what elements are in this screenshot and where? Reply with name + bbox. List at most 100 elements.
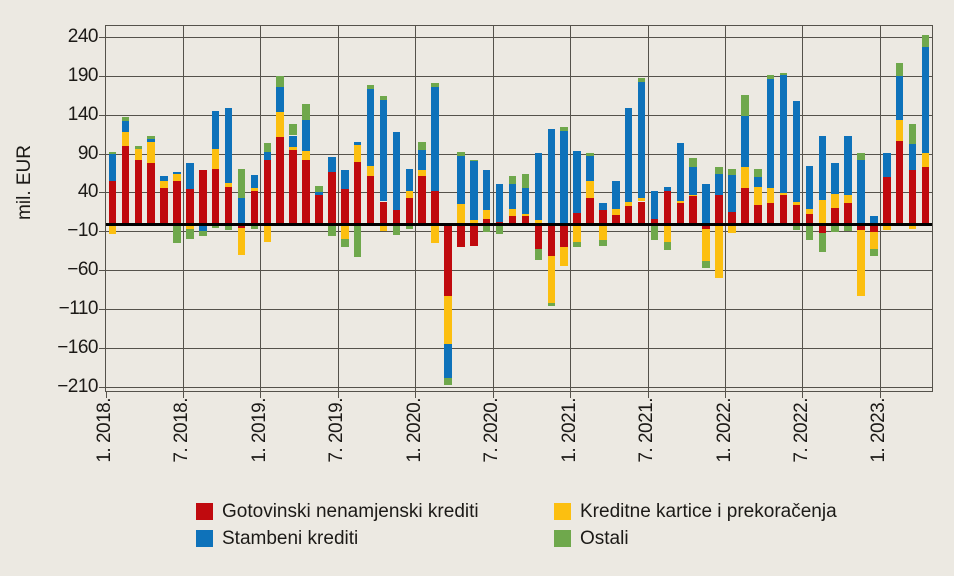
bar-segment <box>792 202 801 205</box>
bar-segment <box>173 180 181 225</box>
bar-segment <box>508 216 517 225</box>
bar-segment <box>921 152 930 167</box>
bar-segment <box>818 199 827 225</box>
bar-segment <box>599 239 607 246</box>
bar-segment <box>921 46 930 153</box>
bar-segment <box>883 224 891 231</box>
bar-segment <box>754 168 762 177</box>
bar-segment <box>650 224 659 241</box>
bar-segment <box>624 206 633 225</box>
bar-segment <box>211 148 220 169</box>
bar-segment <box>741 187 749 225</box>
legend-item-gotovinski: Gotovinski nenamjenski krediti <box>196 502 554 521</box>
bar-segment <box>186 189 194 225</box>
zero-line <box>106 222 932 226</box>
x-tick-label: 7. 2020. <box>481 398 503 463</box>
h-gridline <box>106 308 932 310</box>
bar-segment <box>844 194 852 204</box>
bar-segment <box>586 152 594 157</box>
bar-segment <box>134 146 143 149</box>
bar-segment <box>508 183 517 210</box>
bar-segment <box>482 210 491 219</box>
bar-segment <box>612 214 620 225</box>
x-tick-label: 1. 2018. <box>94 398 115 463</box>
bar-segment <box>792 224 801 231</box>
bar-segment <box>715 166 723 175</box>
bar-segment <box>199 169 207 225</box>
v-gridline <box>260 26 262 391</box>
bar-segment <box>831 163 839 194</box>
y-tick-mark <box>99 308 105 310</box>
bar-segment <box>728 212 736 225</box>
y-tick-mark <box>99 231 105 233</box>
legend-label: Ostali <box>580 528 629 549</box>
bar-segment <box>366 165 375 176</box>
bar-segment <box>470 220 478 225</box>
bar-segment <box>392 210 401 225</box>
bar-segment <box>663 241 672 251</box>
bar-segment <box>199 231 207 236</box>
bar-segment <box>534 224 543 249</box>
bar-segment <box>599 224 607 240</box>
h-gridline <box>106 75 932 77</box>
bar-segment <box>263 143 272 152</box>
bar-segment <box>263 151 272 161</box>
bar-segment <box>715 194 723 225</box>
bar-segment <box>482 224 491 232</box>
bar-segment <box>482 170 491 211</box>
bar-segment <box>766 74 775 79</box>
bar-segment <box>224 186 233 225</box>
bar-segment <box>160 187 168 225</box>
bar-segment <box>444 296 452 344</box>
bar-segment <box>818 224 827 233</box>
bar-segment <box>134 148 143 161</box>
bar-segment <box>341 169 349 190</box>
bar-segment <box>289 123 297 136</box>
y-axis-labels: 240 190 140 90 40 −10 −60 −110 −160 −210 <box>8 25 99 395</box>
bar-segment <box>573 224 581 242</box>
bar-segment <box>521 216 530 225</box>
bar-segment <box>612 180 620 210</box>
bar-segment <box>741 116 749 168</box>
bar-segment <box>328 157 336 172</box>
y-tick-label: −60 <box>67 259 98 281</box>
bar-segment <box>573 213 581 225</box>
y-tick-label: 140 <box>67 103 99 125</box>
bar-segment <box>108 151 117 155</box>
bar-segment <box>302 104 310 120</box>
bar-segment <box>676 200 685 204</box>
bar-segment <box>844 136 852 195</box>
v-gridline <box>182 26 184 391</box>
bar-segment <box>586 180 594 198</box>
legend-label: Gotovinski nenamjenski krediti <box>222 501 479 522</box>
y-tick-mark <box>99 37 105 39</box>
legend-item-ostali: Ostali <box>554 529 837 548</box>
y-tick-label: −10 <box>67 220 98 242</box>
bar-segment <box>560 130 568 225</box>
x-tick-mark <box>879 392 881 398</box>
legend-column-2: Kreditne kartice i prekoračenja Ostali <box>554 502 837 548</box>
h-gridline <box>106 386 932 388</box>
bar-segment <box>431 82 439 88</box>
y-tick-mark <box>99 114 105 116</box>
bar-segment <box>818 232 827 252</box>
bar-segment <box>134 160 143 225</box>
bar-segment <box>224 224 233 231</box>
y-tick-label: −160 <box>57 336 98 358</box>
bar-segment <box>405 197 414 225</box>
bar-segment <box>637 78 646 82</box>
y-tick-mark <box>99 153 105 155</box>
bar-segment <box>353 224 362 258</box>
bar-segment <box>728 224 736 234</box>
x-tick-mark <box>725 392 726 398</box>
bar-segment <box>599 203 607 211</box>
x-tick-label: 7. 2021. <box>636 398 658 463</box>
bar-segment <box>263 224 272 242</box>
v-gridline <box>802 26 804 391</box>
bar-segment <box>237 168 246 199</box>
bar-segment <box>108 181 117 225</box>
bar-segment <box>741 95 749 117</box>
bar-segment <box>895 119 904 141</box>
bar-segment <box>147 138 155 142</box>
